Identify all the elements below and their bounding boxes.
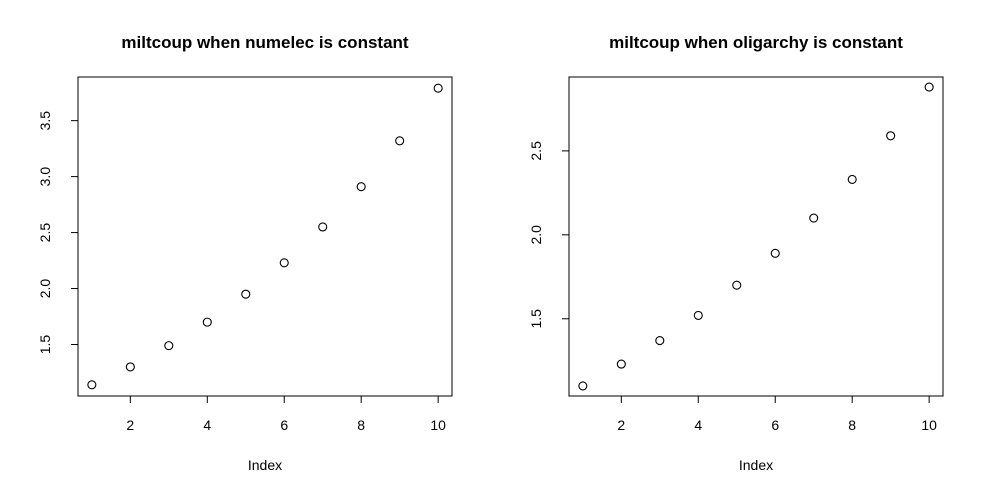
x-tick-label: 4 [694, 417, 702, 433]
data-point [578, 381, 588, 391]
data-point [616, 359, 626, 369]
data-point [924, 82, 934, 92]
data-point [433, 83, 443, 93]
chart-title: miltcoup when numelec is constant [121, 33, 408, 52]
data-point [732, 280, 742, 290]
data-point [395, 136, 405, 146]
data-point [693, 310, 703, 320]
x-tick-label: 2 [617, 417, 625, 433]
y-tick-label: 2.0 [37, 279, 53, 299]
x-axis: 2 4 6 8 10 [617, 395, 937, 433]
data-point [847, 174, 857, 184]
y-axis: 1.5 2.0 2.5 [528, 141, 570, 329]
scatter-panel-left: miltcoup when numelec is constant Index … [37, 33, 453, 473]
data-points [87, 83, 443, 390]
x-tick-label: 8 [848, 417, 856, 433]
x-axis: 2 4 6 8 10 [126, 395, 446, 433]
x-axis-label: Index [248, 457, 282, 473]
y-tick-label: 2.5 [528, 141, 544, 161]
plot-frame [568, 76, 944, 397]
x-tick-label: 2 [126, 417, 134, 433]
data-point [87, 380, 97, 390]
x-tick-label: 6 [280, 417, 288, 433]
x-tick-label: 10 [430, 417, 446, 433]
data-points [578, 82, 934, 391]
data-point [770, 248, 780, 258]
x-tick-label: 4 [203, 417, 211, 433]
x-axis-label: Index [739, 457, 773, 473]
data-point [164, 341, 174, 351]
y-tick-label: 2.5 [37, 223, 53, 243]
y-axis: 1.5 2.0 2.5 3.0 3.5 [37, 111, 79, 355]
data-point [809, 213, 819, 223]
data-point [886, 131, 896, 141]
scatter-panel-right: miltcoup when oligarchy is constant Inde… [528, 33, 944, 473]
plot-frame [77, 76, 453, 397]
data-point [655, 336, 665, 346]
data-point [202, 317, 212, 327]
y-tick-label: 2.0 [528, 225, 544, 245]
data-point [241, 289, 251, 299]
x-tick-label: 6 [771, 417, 779, 433]
data-point [356, 182, 366, 192]
data-point [318, 222, 328, 232]
x-tick-label: 10 [921, 417, 937, 433]
y-tick-label: 1.5 [528, 309, 544, 329]
chart-title: miltcoup when oligarchy is constant [609, 33, 903, 52]
data-point [279, 258, 289, 268]
y-tick-label: 3.0 [37, 167, 53, 187]
y-tick-label: 1.5 [37, 335, 53, 355]
y-tick-label: 3.5 [37, 111, 53, 131]
data-point [125, 362, 135, 372]
x-tick-label: 8 [357, 417, 365, 433]
